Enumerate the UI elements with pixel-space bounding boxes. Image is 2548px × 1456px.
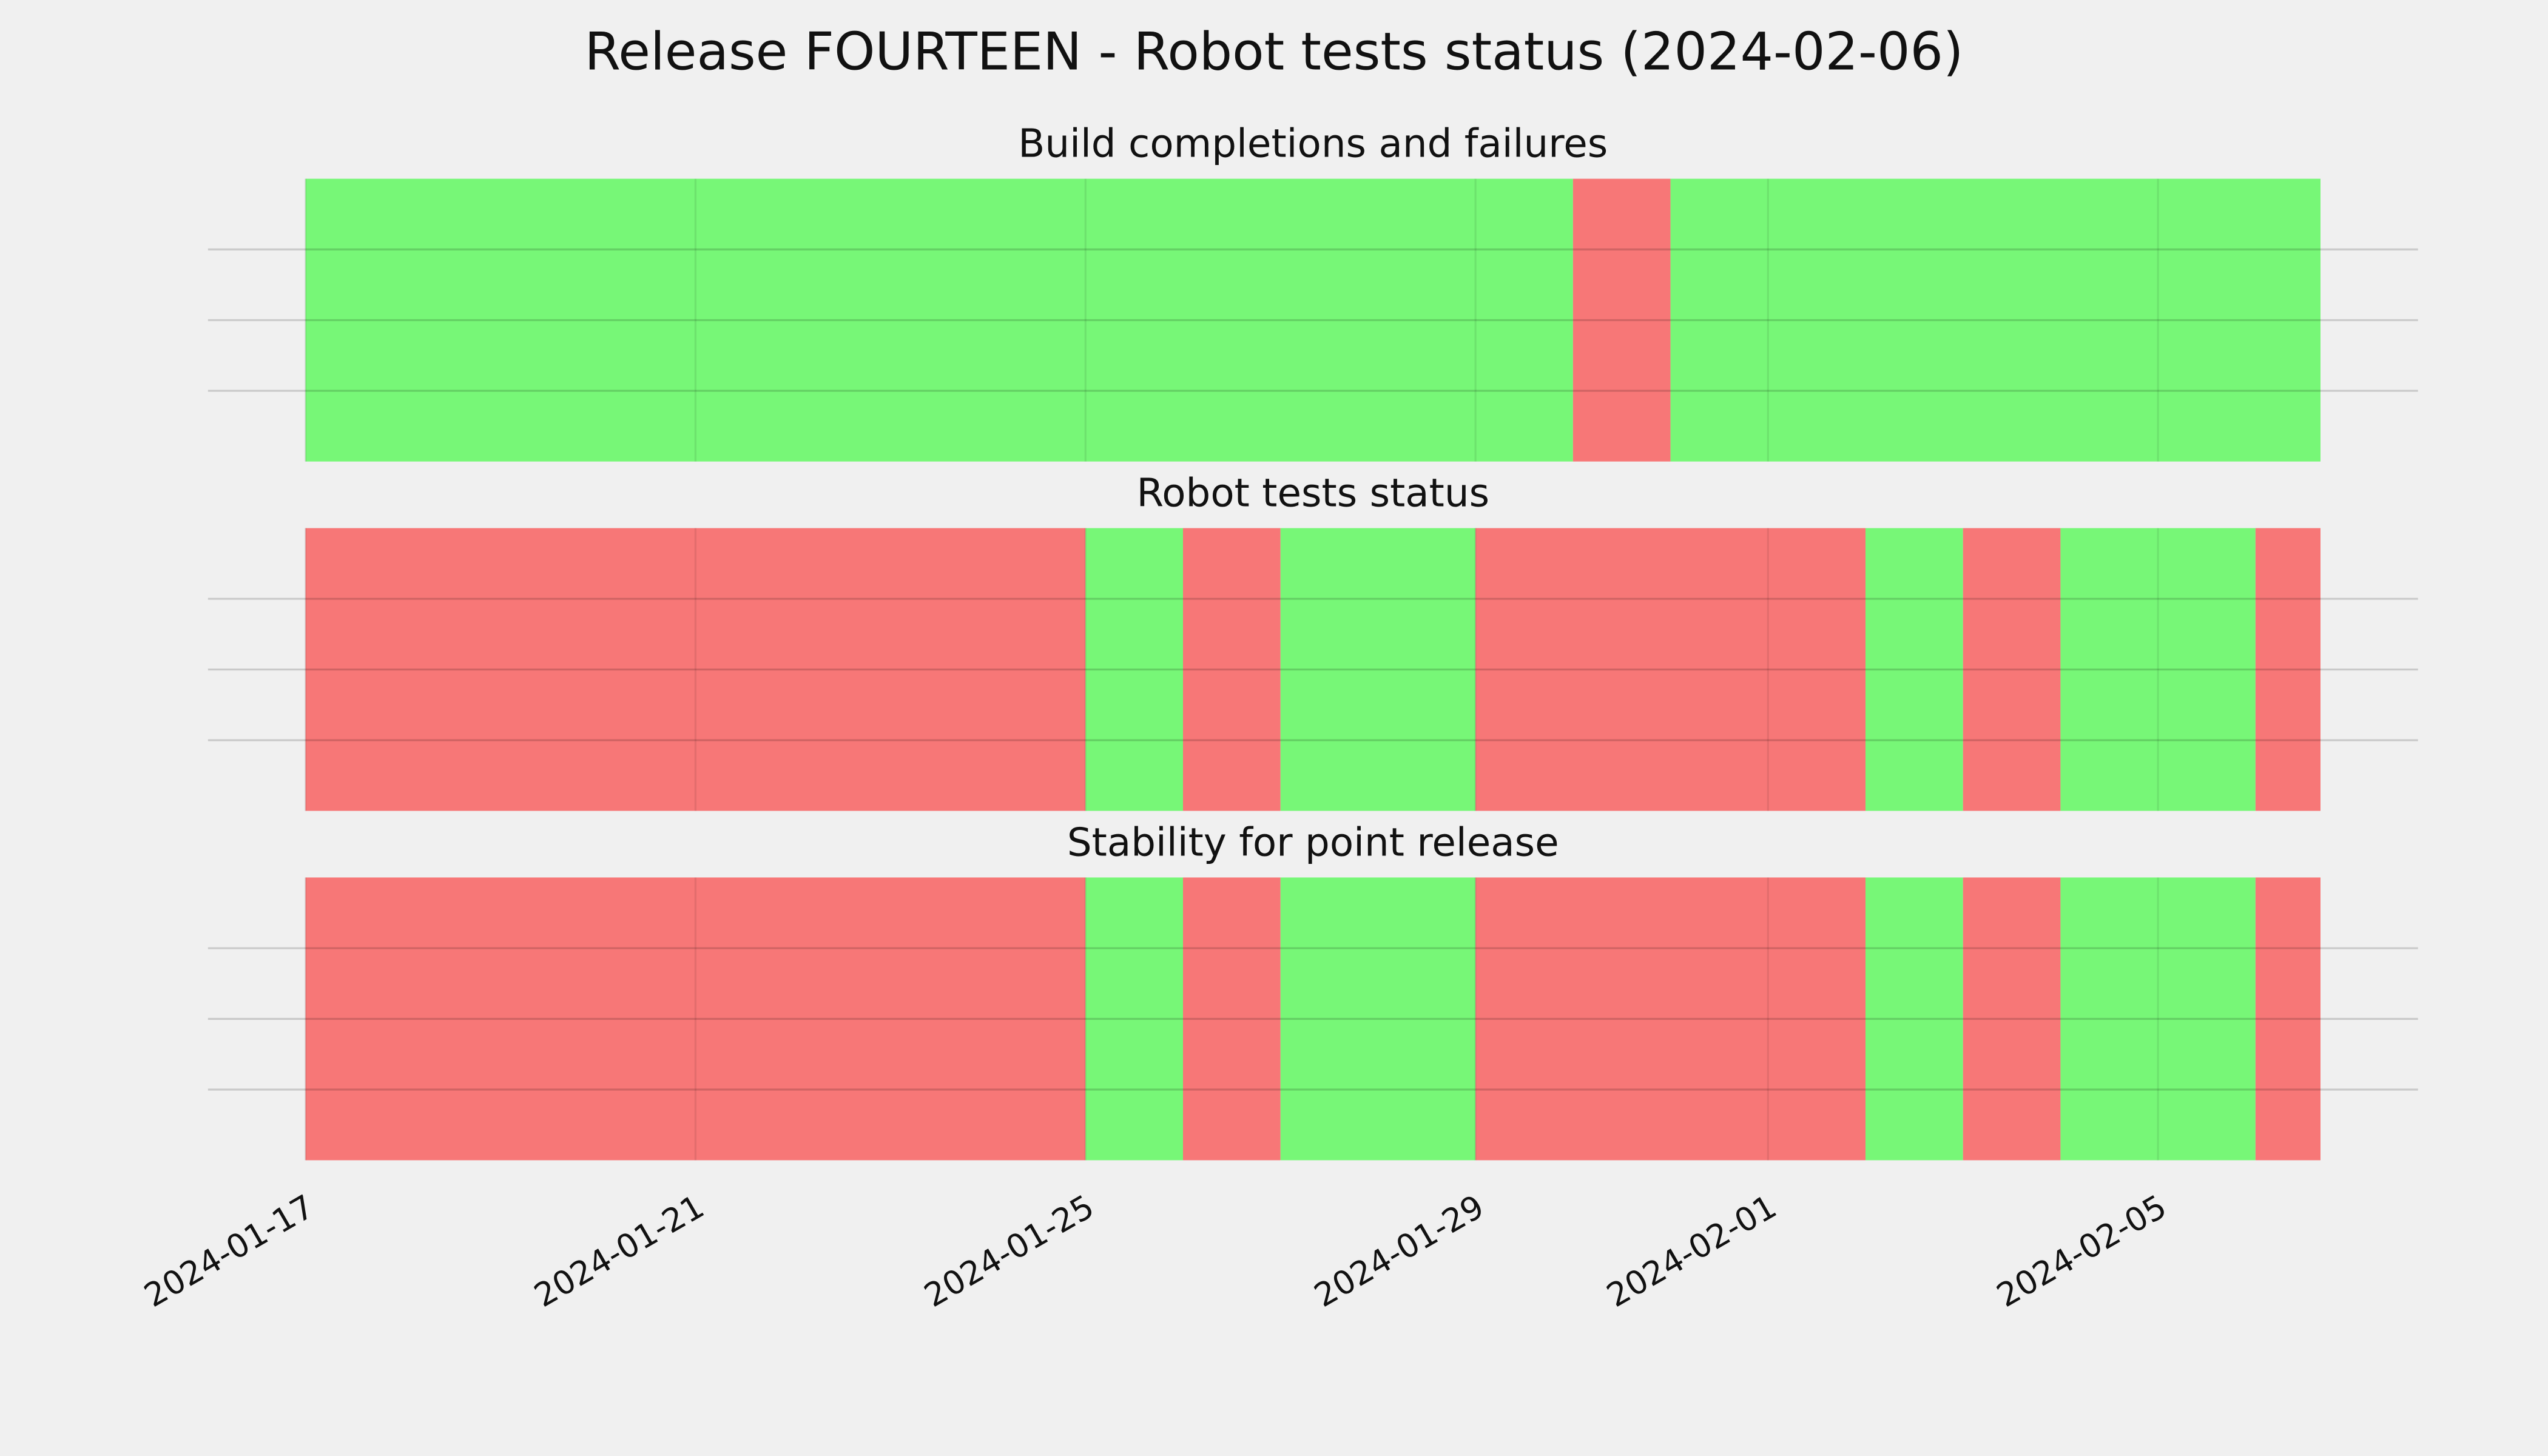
status-span bbox=[1866, 877, 1963, 1161]
panel-title: Robot tests status bbox=[1136, 471, 1489, 516]
status-span bbox=[1085, 528, 1183, 811]
status-span bbox=[1475, 528, 1866, 811]
chart-title: Release FOURTEEN - Robot tests status (2… bbox=[585, 22, 1964, 83]
status-span bbox=[1866, 528, 1963, 811]
status-span bbox=[1280, 528, 1476, 811]
status-span bbox=[1963, 528, 2061, 811]
status-span bbox=[2255, 877, 2320, 1161]
status-span bbox=[305, 877, 1086, 1161]
status-span bbox=[1963, 877, 2061, 1161]
status-span bbox=[2060, 528, 2256, 811]
status-span bbox=[1280, 877, 1476, 1161]
panel-title: Build completions and failures bbox=[1018, 121, 1608, 167]
status-span bbox=[2255, 528, 2320, 811]
status-span bbox=[1475, 877, 1866, 1161]
status-span bbox=[305, 528, 1086, 811]
panel-title: Stability for point release bbox=[1067, 820, 1559, 865]
status-span bbox=[1183, 877, 1281, 1161]
status-span bbox=[1183, 528, 1281, 811]
status-span bbox=[1572, 178, 1671, 462]
status-span bbox=[2060, 877, 2256, 1161]
status-span bbox=[1670, 178, 2320, 462]
status-span bbox=[1085, 877, 1183, 1161]
status-span bbox=[305, 178, 1573, 462]
